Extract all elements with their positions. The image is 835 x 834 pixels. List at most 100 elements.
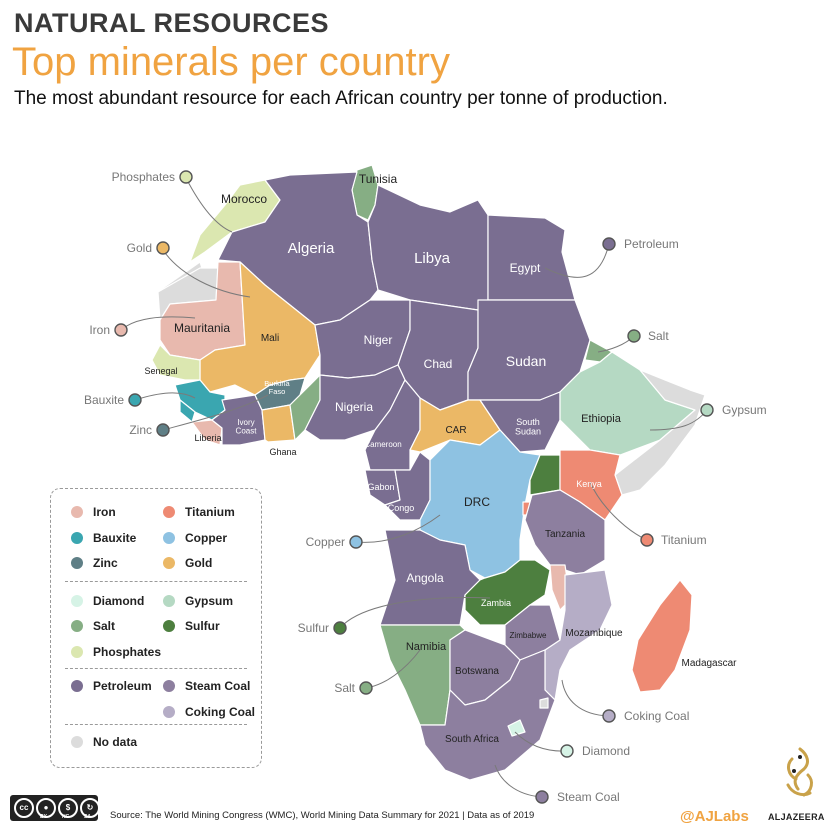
callout-line-gold bbox=[162, 249, 251, 298]
country-label-zambia: Zambia bbox=[481, 598, 511, 608]
legend-swatch-bauxite bbox=[71, 532, 83, 544]
legend-item-gypsum: Gypsum bbox=[163, 594, 233, 608]
aljazeera-logo-text: ALJAZEERA bbox=[768, 812, 825, 822]
country-label-drc: DRC bbox=[464, 495, 490, 509]
country-label-egypt: Egypt bbox=[510, 261, 541, 275]
legend-item-petroleum: Petroleum bbox=[71, 679, 152, 693]
country-label-kenya: Kenya bbox=[576, 479, 602, 489]
legend-swatch-steam-coal bbox=[163, 680, 175, 692]
callout-dot-salt-south bbox=[359, 681, 373, 695]
cc-by-label: BY bbox=[40, 814, 47, 820]
callout-line-coking-coal bbox=[561, 679, 610, 717]
region-south-africa bbox=[419, 649, 556, 781]
callout-label-sulfur: Sulfur bbox=[298, 621, 329, 635]
cc-by-icon: ● bbox=[36, 798, 56, 818]
legend-swatch-salt bbox=[71, 620, 83, 632]
country-label-botswana: Botswana bbox=[455, 666, 499, 677]
legend-swatch-petroleum bbox=[71, 680, 83, 692]
country-label-liberia: Liberia bbox=[194, 433, 221, 443]
country-label-mali: Mali bbox=[261, 333, 279, 344]
callout-line-phosphates bbox=[185, 177, 233, 233]
legend-label-titanium: Titanium bbox=[185, 505, 235, 519]
country-label-ghana: Ghana bbox=[269, 447, 296, 457]
legend-swatch-phosphates bbox=[71, 646, 83, 658]
cc-license-badge: cc ● $ ↻ BY NC SA bbox=[10, 795, 100, 821]
region-liberia bbox=[191, 419, 223, 446]
country-label-namibia: Namibia bbox=[406, 641, 447, 653]
callout-label-steam-coal: Steam Coal bbox=[557, 790, 620, 804]
legend-item-copper: Copper bbox=[163, 531, 227, 545]
legend-swatch-diamond bbox=[71, 595, 83, 607]
legend-divider bbox=[65, 668, 247, 669]
country-label-gabon: Gabon bbox=[367, 482, 394, 492]
callout-dot-zinc bbox=[156, 423, 170, 437]
callout-dot-gold bbox=[156, 241, 170, 255]
country-label-morocco: Morocco bbox=[221, 192, 267, 206]
callout-dot-gypsum bbox=[700, 403, 714, 417]
country-label-ivory-coast: Ivory Coast bbox=[236, 418, 258, 435]
cc-nc-icon: $ bbox=[58, 798, 78, 818]
country-label-madagascar: Madagascar bbox=[681, 658, 737, 669]
callout-line-titanium bbox=[589, 481, 648, 541]
legend-item-titanium: Titanium bbox=[163, 505, 235, 519]
callout-label-gypsum: Gypsum bbox=[722, 403, 767, 417]
legend-label-gypsum: Gypsum bbox=[185, 594, 234, 608]
callout-label-copper: Copper bbox=[306, 535, 345, 549]
callout-dot-sulfur bbox=[333, 621, 347, 635]
callout-line-sulfur bbox=[339, 597, 491, 629]
callout-dot-diamond bbox=[560, 744, 574, 758]
legend-swatch-gold bbox=[163, 557, 175, 569]
legend-swatch-iron bbox=[71, 506, 83, 518]
legend-label-no-data: No data bbox=[93, 735, 138, 749]
callout-dot-steam-coal bbox=[535, 790, 549, 804]
legend-label-diamond: Diamond bbox=[93, 594, 145, 608]
callout-label-coking-coal: Coking Coal bbox=[624, 709, 689, 723]
callout-label-gold: Gold bbox=[127, 241, 152, 255]
region-tanzania bbox=[524, 489, 606, 576]
legend-swatch-gypsum bbox=[163, 595, 175, 607]
legend-label-steam-coal: Steam Coal bbox=[185, 679, 251, 693]
legend-label-gold: Gold bbox=[185, 556, 213, 570]
callout-label-zinc: Zinc bbox=[129, 423, 152, 437]
legend-swatch-copper bbox=[163, 532, 175, 544]
country-label-mauritania: Mauritania bbox=[174, 321, 230, 335]
region-libya bbox=[367, 184, 489, 311]
callout-line-steam-coal bbox=[494, 764, 543, 798]
country-label-south-africa: South Africa bbox=[445, 734, 499, 745]
cc-nc-label: NC bbox=[62, 814, 70, 820]
legend-item-steam-coal: Steam Coal bbox=[163, 679, 250, 693]
country-label-nigeria: Nigeria bbox=[335, 400, 373, 414]
headline-title: Top minerals per country bbox=[12, 40, 450, 84]
aljazeera-logo-icon bbox=[786, 747, 813, 797]
legend-label-coking-coal: Coking Coal bbox=[185, 705, 256, 719]
region-madagascar bbox=[631, 579, 693, 693]
country-label-mozambique: Mozambique bbox=[565, 628, 623, 639]
callout-dot-salt-east bbox=[627, 329, 641, 343]
legend-divider bbox=[65, 581, 247, 582]
kicker-title: NATURAL RESOURCES bbox=[14, 8, 330, 38]
legend-divider bbox=[65, 724, 247, 725]
region-somalia bbox=[614, 369, 706, 496]
callout-lines bbox=[120, 177, 708, 798]
country-label-tanzania: Tanzania bbox=[545, 529, 585, 540]
legend-label-petroleum: Petroleum bbox=[93, 679, 152, 693]
callout-dot-copper bbox=[349, 535, 363, 549]
legend-item-coking-coal: Coking Coal bbox=[163, 705, 255, 719]
legend-item-gold: Gold bbox=[163, 556, 212, 570]
callout-dot-iron bbox=[114, 323, 128, 337]
callout-label-titanium: Titanium bbox=[661, 533, 707, 547]
callout-line-zinc bbox=[162, 394, 269, 431]
legend-item-iron: Iron bbox=[71, 505, 116, 519]
region-eswatini bbox=[539, 697, 549, 709]
region-senegal bbox=[151, 344, 201, 381]
legend-label-bauxite: Bauxite bbox=[93, 531, 137, 545]
region-lesotho bbox=[507, 719, 526, 737]
legend-swatch-coking-coal bbox=[163, 706, 175, 718]
country-label-angola: Angola bbox=[406, 571, 444, 585]
ajlabs-handle: @AJLabs bbox=[680, 808, 749, 825]
cc-icon: cc bbox=[14, 798, 34, 818]
callout-dot-phosphates bbox=[179, 170, 193, 184]
source-note: Source: The World Mining Congress (WMC),… bbox=[110, 810, 535, 821]
legend-label-salt: Salt bbox=[93, 619, 116, 633]
